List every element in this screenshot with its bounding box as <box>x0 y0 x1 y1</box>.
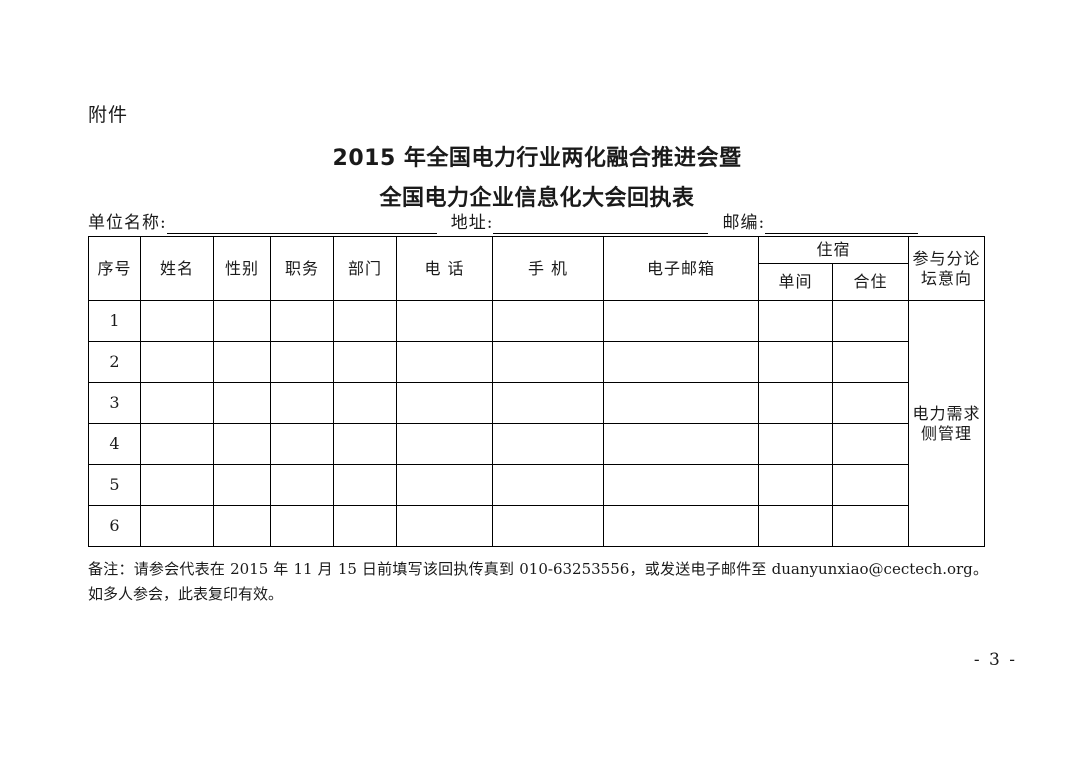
column-header-telephone: 电 话 <box>396 236 493 301</box>
cell-gender[interactable] <box>213 464 271 506</box>
attachment-label: 附件 <box>88 104 129 126</box>
column-header-mobile: 手 机 <box>492 236 604 301</box>
cell-single-room[interactable] <box>758 341 833 383</box>
cell-department[interactable] <box>333 464 397 506</box>
cell-job-title[interactable] <box>270 300 334 342</box>
cell-job-title[interactable] <box>270 505 334 547</box>
cell-shared-room[interactable] <box>831 300 910 342</box>
cell-mobile[interactable] <box>492 505 604 547</box>
table-row: 2 <box>88 341 985 383</box>
address-label: 地址: <box>450 213 494 233</box>
cell-telephone[interactable] <box>396 300 493 342</box>
table-row: 3 <box>88 382 985 424</box>
table-body: 1 电力需求侧管理 2 <box>88 300 986 547</box>
page-number: - 3 - <box>973 650 1017 670</box>
cell-department[interactable] <box>333 423 397 465</box>
cell-email[interactable] <box>603 423 759 465</box>
cell-name[interactable] <box>140 382 214 424</box>
cell-name[interactable] <box>140 464 214 506</box>
cell-shared-room[interactable] <box>831 505 910 547</box>
table-row: 4 <box>88 423 985 465</box>
cell-email[interactable] <box>603 300 759 342</box>
cell-mobile[interactable] <box>492 382 604 424</box>
cell-single-room[interactable] <box>758 423 833 465</box>
column-header-department: 部门 <box>333 236 397 301</box>
cell-index: 6 <box>88 505 141 547</box>
cell-email[interactable] <box>603 464 759 506</box>
cell-gender[interactable] <box>213 382 271 424</box>
column-header-forum: 参与分论坛意向 <box>908 236 986 301</box>
header-fields: 单位名称: 地址: 邮编: <box>88 208 988 234</box>
column-header-single-room: 单间 <box>758 263 833 301</box>
cell-mobile[interactable] <box>492 423 604 465</box>
cell-gender[interactable] <box>213 423 271 465</box>
zip-label: 邮编: <box>722 213 766 233</box>
cell-name[interactable] <box>140 505 214 547</box>
column-header-job-title: 职务 <box>270 236 334 301</box>
cell-forum-merged[interactable]: 电力需求侧管理 <box>908 300 986 547</box>
cell-single-room[interactable] <box>758 300 833 342</box>
cell-telephone[interactable] <box>396 505 493 547</box>
address-field: 地址: <box>451 208 709 234</box>
cell-index: 5 <box>88 464 141 506</box>
table-header-row-bottom: 单间 合住 <box>89 263 985 301</box>
footnote-remark: 备注：请参会代表在 2015 年 11 月 15 日前填写该回执传真到 010-… <box>88 560 988 603</box>
document-title-line-2: 全国电力企业信息化大会回执表 <box>379 186 695 211</box>
cell-shared-room[interactable] <box>831 341 910 383</box>
zip-input[interactable] <box>765 213 919 234</box>
cell-email[interactable] <box>603 505 759 547</box>
column-header-index: 序号 <box>88 236 141 301</box>
cell-department[interactable] <box>333 505 397 547</box>
cell-shared-room[interactable] <box>831 464 910 506</box>
column-header-shared-room: 合住 <box>831 263 910 301</box>
table-row: 6 <box>88 505 985 547</box>
cell-telephone[interactable] <box>396 464 493 506</box>
address-input[interactable] <box>493 213 709 234</box>
registration-table: 序号 姓名 性别 职务 部门 电 话 手 机 电子邮箱 住宿 参与分论坛意向 单… <box>88 236 986 547</box>
cell-department[interactable] <box>333 382 397 424</box>
cell-single-room[interactable] <box>758 382 833 424</box>
cell-shared-room[interactable] <box>831 423 910 465</box>
cell-name[interactable] <box>140 300 214 342</box>
cell-job-title[interactable] <box>270 341 334 383</box>
cell-email[interactable] <box>603 341 759 383</box>
document-title-line-1: 2015 年全国电力行业两化融合推进会暨 <box>332 146 742 171</box>
cell-index: 2 <box>88 341 141 383</box>
cell-job-title[interactable] <box>270 464 334 506</box>
cell-telephone[interactable] <box>396 341 493 383</box>
table-header-row-top: 序号 姓名 性别 职务 部门 电 话 手 机 电子邮箱 住宿 参与分论坛意向 <box>88 236 986 301</box>
cell-shared-room[interactable] <box>831 382 910 424</box>
cell-index: 1 <box>88 300 141 342</box>
cell-email[interactable] <box>603 382 759 424</box>
cell-index: 3 <box>88 382 141 424</box>
cell-single-room[interactable] <box>758 464 833 506</box>
company-name-label: 单位名称: <box>88 213 167 233</box>
cell-single-room[interactable] <box>758 505 833 547</box>
company-name-field: 单位名称: <box>88 208 437 234</box>
cell-mobile[interactable] <box>492 300 604 342</box>
cell-mobile[interactable] <box>492 341 604 383</box>
cell-department[interactable] <box>333 300 397 342</box>
column-header-email: 电子邮箱 <box>603 236 759 301</box>
cell-name[interactable] <box>140 341 214 383</box>
cell-index: 4 <box>88 423 141 465</box>
cell-gender[interactable] <box>213 341 271 383</box>
column-header-name: 姓名 <box>140 236 214 301</box>
cell-gender[interactable] <box>213 505 271 547</box>
zip-field: 邮编: <box>722 208 919 234</box>
cell-mobile[interactable] <box>492 464 604 506</box>
cell-telephone[interactable] <box>396 382 493 424</box>
company-name-input[interactable] <box>166 213 437 234</box>
cell-gender[interactable] <box>213 300 271 342</box>
cell-department[interactable] <box>333 341 397 383</box>
table-row: 1 电力需求侧管理 <box>88 300 986 547</box>
table-row: 5 <box>88 464 985 506</box>
column-header-accommodation: 住宿 <box>757 236 910 264</box>
cell-job-title[interactable] <box>270 423 334 465</box>
cell-telephone[interactable] <box>396 423 493 465</box>
column-header-gender: 性别 <box>213 236 271 301</box>
cell-name[interactable] <box>140 423 214 465</box>
cell-job-title[interactable] <box>270 382 334 424</box>
